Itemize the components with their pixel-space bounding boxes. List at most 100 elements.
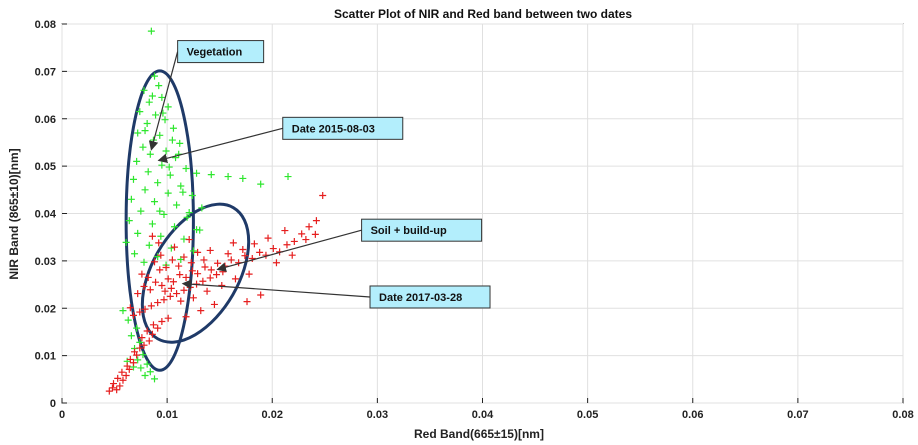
y-tick-label: 0.08: [35, 19, 56, 31]
data-point: [194, 248, 202, 256]
data-point: [147, 302, 155, 310]
annotation-arrow: [181, 279, 371, 298]
data-point: [158, 93, 166, 101]
data-point: [151, 198, 159, 206]
data-point: [162, 264, 170, 272]
data-point: [141, 372, 149, 380]
data-point: [158, 318, 166, 326]
data-point: [257, 180, 265, 188]
data-point: [129, 359, 137, 367]
data-point: [224, 250, 232, 258]
data-point: [196, 226, 204, 234]
data-point: [134, 356, 142, 364]
data-point: [110, 380, 118, 388]
data-point: [256, 248, 264, 256]
data-point: [145, 241, 153, 249]
data-point: [319, 191, 327, 199]
data-point: [206, 274, 214, 282]
data-point: [147, 27, 155, 35]
data-point: [311, 230, 319, 238]
data-point: [161, 116, 169, 124]
y-tick-label: 0.06: [35, 114, 56, 126]
data-point: [148, 220, 156, 228]
data-point: [146, 368, 154, 376]
data-point: [172, 154, 180, 162]
data-point: [148, 232, 156, 240]
data-point: [105, 387, 113, 395]
data-point: [189, 247, 197, 255]
data-point: [193, 169, 201, 177]
data-point: [146, 150, 154, 158]
data-point: [119, 376, 127, 384]
data-point: [156, 131, 164, 139]
data-point: [154, 299, 162, 307]
grid: [61, 23, 904, 404]
data-point: [144, 168, 152, 176]
data-point: [124, 316, 132, 324]
data-point: [127, 332, 135, 340]
annotation-box: [282, 116, 404, 140]
data-point: [125, 217, 133, 225]
x-tick-label: 0.08: [892, 409, 913, 421]
data-point: [134, 290, 142, 298]
data-point: [151, 258, 159, 266]
data-point: [180, 253, 188, 261]
data-point: [149, 321, 157, 329]
data-point: [157, 232, 165, 240]
data-point: [136, 308, 144, 316]
data-point: [148, 330, 156, 338]
x-tick-label: 0: [59, 409, 65, 421]
data-point: [239, 174, 247, 182]
data-point: [162, 147, 170, 155]
annotation-box: [361, 218, 483, 242]
data-point: [187, 259, 195, 267]
data-point: [156, 266, 164, 274]
data-point: [298, 230, 306, 238]
data-point: [185, 209, 193, 217]
data-points: [105, 27, 327, 395]
data-point: [143, 119, 151, 127]
data-point: [145, 98, 153, 106]
data-point: [288, 251, 296, 259]
data-point: [201, 263, 209, 271]
data-point: [141, 127, 149, 135]
data-point: [158, 282, 166, 290]
data-point: [183, 213, 191, 221]
data-point: [165, 163, 173, 171]
data-point: [146, 286, 154, 294]
data-point: [197, 307, 205, 315]
data-point: [136, 344, 144, 352]
data-point: [177, 297, 185, 305]
data-point: [168, 136, 176, 144]
data-point: [140, 258, 148, 266]
data-point: [113, 386, 121, 394]
data-point: [154, 253, 162, 261]
data-point: [164, 189, 172, 197]
data-point: [168, 256, 176, 264]
data-point: [166, 292, 174, 300]
data-point: [127, 195, 135, 203]
data-point: [164, 314, 172, 322]
annotation-label: Date 2015-08-03: [292, 123, 375, 135]
data-point: [151, 72, 159, 80]
data-point: [210, 300, 218, 308]
data-point: [170, 223, 178, 231]
data-point: [305, 223, 313, 231]
data-point: [161, 287, 169, 295]
data-point: [140, 282, 148, 290]
data-point: [134, 129, 142, 137]
data-point: [114, 374, 122, 382]
annotation-label: Date 2017-03-28: [379, 292, 462, 304]
data-point: [119, 307, 127, 315]
data-point: [129, 311, 137, 319]
data-point: [239, 246, 247, 254]
data-point: [138, 270, 146, 278]
cluster-ellipse: [140, 202, 251, 344]
data-point: [250, 240, 258, 248]
data-point: [157, 251, 165, 259]
data-point: [134, 229, 142, 237]
x-tick-label: 0.07: [787, 409, 808, 421]
data-point: [122, 372, 130, 380]
data-point: [139, 143, 147, 151]
